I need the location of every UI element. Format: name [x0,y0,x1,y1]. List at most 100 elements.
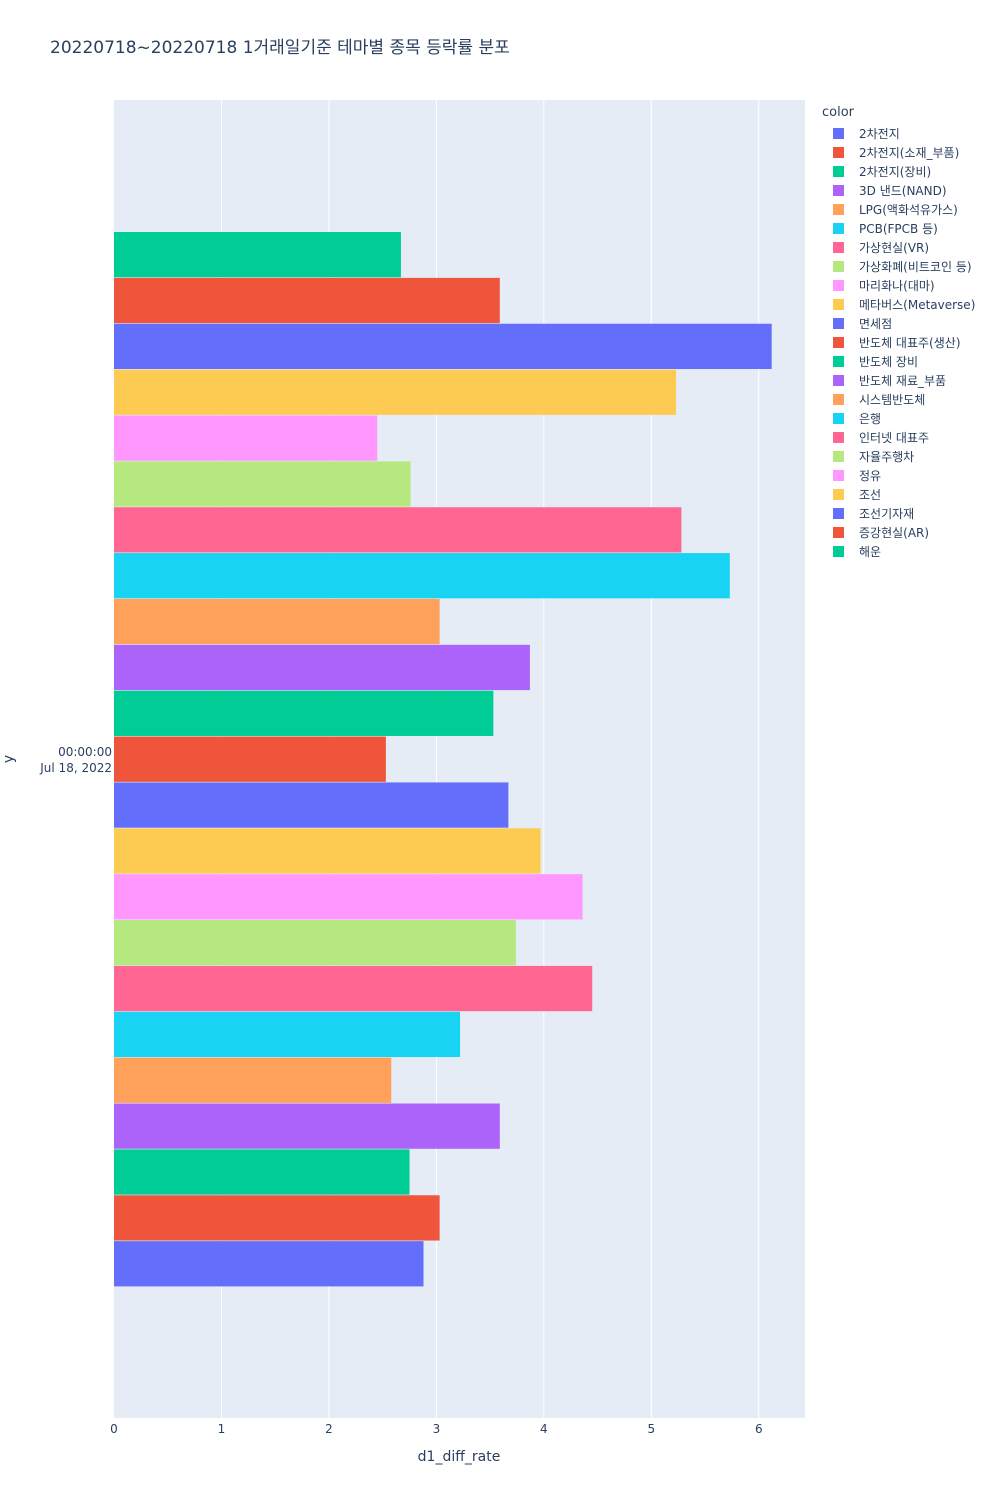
legend-items: 2차전지 2차전지(소재_부품) 2차전지(장비) 3D 낸드(NAND) LPG(액화… [822,124,975,561]
legend-swatch [833,147,844,158]
x-axis-title: d1_diff_rate [418,1449,501,1465]
bar-2차전지[interactable] [114,1241,424,1287]
legend-item[interactable]: 2차전지 [822,124,975,143]
bar-LPG(액화석유가스)[interactable] [114,1057,392,1103]
bar-은행[interactable] [114,553,730,599]
bar-반도체 장비[interactable] [114,690,494,736]
bar-반도체 재료_부품[interactable] [114,644,530,691]
legend-item[interactable]: 면세점 [822,314,975,333]
legend-swatch [833,337,844,348]
legend-item[interactable]: 해운 [822,542,975,561]
y-tick-label-time: 00:00:00 [58,745,112,759]
legend-swatch [833,489,844,500]
legend-title: color [822,105,855,120]
bar-조선[interactable] [114,369,677,415]
legend-item[interactable]: 조선 [822,485,975,504]
bar-가상현실(VR)[interactable] [114,965,593,1012]
bar-PCB(FPCB 등)[interactable] [114,1011,461,1058]
legend-swatch [833,375,844,386]
legend-label: 2차전지 [859,127,900,141]
legend-item[interactable]: 반도체 재료_부품 [822,371,975,390]
bar-3D 낸드(NAND)[interactable] [114,1103,500,1149]
legend-label: 해운 [859,545,882,559]
legend-swatch [833,242,844,253]
legend: color 2차전지 2차전지(소재_부품) 2차전지(장비) 3D 낸드(NAND)… [822,105,975,561]
bar-가상화폐(비트코인 등)[interactable] [114,920,516,966]
legend-item[interactable]: 2차전지(소재_부품) [822,143,975,162]
y-tick-label-date: Jul 18, 2022 [39,761,112,775]
bar-면세점[interactable] [114,782,509,828]
bar-자율주행차[interactable] [114,461,411,507]
x-tick-label: 2 [325,1422,333,1436]
legend-swatch [833,470,844,481]
legend-item[interactable]: 가상현실(VR) [822,238,975,257]
legend-label: 시스템반도체 [859,393,926,407]
legend-label: 증강현실(AR) [859,526,930,540]
legend-swatch [833,432,844,443]
legend-label: 2차전지(장비) [859,165,932,179]
legend-item[interactable]: 자율주행차 [822,447,975,466]
legend-label: 반도체 대표주(생산) [859,336,961,350]
legend-item[interactable]: 인터넷 대표주 [822,428,975,447]
bar-2차전지(소재_부품)[interactable] [114,1195,440,1241]
bar-2차전지(장비)[interactable] [114,1149,410,1195]
legend-item[interactable]: 가상화폐(비트코인 등) [822,257,975,276]
chart-title: 20220718~20220718 1거래일기준 테마별 종목 등락률 분포 [50,38,510,58]
x-tick-label: 1 [218,1422,226,1436]
bar-증강현실(AR)[interactable] [114,277,500,324]
legend-label: 가상현실(VR) [859,241,930,255]
legend-label: LPG(액화석유가스) [859,203,958,217]
legend-item[interactable]: 반도체 장비 [822,352,975,371]
legend-swatch [833,204,844,215]
bar-시스템반도체[interactable] [114,598,440,645]
bar-조선기자재[interactable] [114,323,772,370]
bar-정유[interactable] [114,415,378,461]
legend-label: 면세점 [859,317,893,331]
bar-해운[interactable] [114,232,401,278]
legend-swatch [833,128,844,139]
legend-label: 자율주행차 [859,450,915,464]
legend-label: 3D 낸드(NAND) [859,184,947,198]
bar-마리화나(대마)[interactable] [114,874,583,920]
legend-label: 메타버스(Metaverse) [859,298,976,312]
legend-label: 인터넷 대표주 [859,431,930,445]
x-tick-label: 5 [648,1422,656,1436]
legend-item[interactable]: 시스템반도체 [822,390,975,409]
bar-인터넷 대표주[interactable] [114,507,682,553]
x-tick-label: 4 [540,1422,548,1436]
legend-item[interactable]: 마리화나(대마) [822,276,975,295]
legend-swatch [833,318,844,329]
legend-swatch [833,299,844,310]
x-tick-labels: 0 1 2 3 4 5 6 [110,1422,762,1436]
legend-swatch [833,356,844,367]
legend-label: 마리화나(대마) [859,279,935,293]
legend-label: 은행 [859,412,882,426]
legend-swatch [833,394,844,405]
bar-메타버스(Metaverse)[interactable] [114,828,541,874]
legend-item[interactable]: LPG(액화석유가스) [822,200,975,219]
legend-item[interactable]: 반도체 대표주(생산) [822,333,975,352]
legend-swatch [833,413,844,424]
legend-label: 정유 [859,469,882,483]
y-axis-title: y [1,755,17,763]
legend-item[interactable]: 조선기자재 [822,504,975,523]
legend-swatch [833,527,844,538]
x-tick-label: 6 [755,1422,763,1436]
legend-item[interactable]: 메타버스(Metaverse) [822,295,975,314]
legend-item[interactable]: 3D 낸드(NAND) [822,181,975,200]
legend-swatch [833,166,844,177]
legend-item[interactable]: 정유 [822,466,975,485]
y-tick-labels: 00:00:00 Jul 18, 2022 [39,745,112,775]
bar-반도체 대표주(생산)[interactable] [114,736,386,782]
legend-swatch [833,223,844,234]
legend-item[interactable]: PCB(FPCB 등) [822,219,975,238]
x-tick-label: 0 [110,1422,118,1436]
legend-item[interactable]: 증강현실(AR) [822,523,975,542]
legend-swatch [833,261,844,272]
legend-swatch [833,185,844,196]
legend-label: 조선기자재 [859,507,915,521]
legend-item[interactable]: 2차전지(장비) [822,162,975,181]
legend-item[interactable]: 은행 [822,409,975,428]
legend-label: 가상화폐(비트코인 등) [859,260,972,274]
legend-label: 조선 [859,488,882,502]
